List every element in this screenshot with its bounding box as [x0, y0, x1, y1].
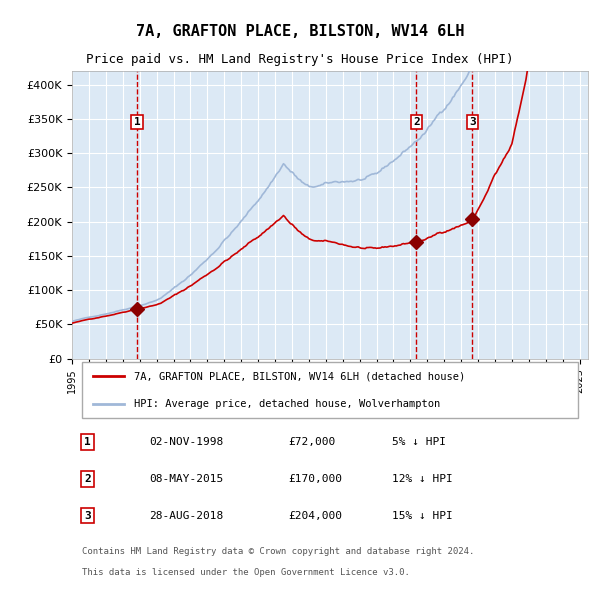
- Text: £72,000: £72,000: [289, 437, 336, 447]
- Text: 08-MAY-2015: 08-MAY-2015: [149, 474, 224, 484]
- Text: 7A, GRAFTON PLACE, BILSTON, WV14 6LH (detached house): 7A, GRAFTON PLACE, BILSTON, WV14 6LH (de…: [134, 371, 465, 381]
- Text: 1: 1: [134, 117, 140, 127]
- Text: Contains HM Land Registry data © Crown copyright and database right 2024.: Contains HM Land Registry data © Crown c…: [82, 547, 475, 556]
- Text: 3: 3: [469, 117, 476, 127]
- Text: 2: 2: [413, 117, 419, 127]
- FancyBboxPatch shape: [82, 362, 578, 418]
- Text: This data is licensed under the Open Government Licence v3.0.: This data is licensed under the Open Gov…: [82, 568, 410, 577]
- Text: 12% ↓ HPI: 12% ↓ HPI: [392, 474, 452, 484]
- Text: 2: 2: [84, 474, 91, 484]
- Text: 1: 1: [84, 437, 91, 447]
- Text: 7A, GRAFTON PLACE, BILSTON, WV14 6LH: 7A, GRAFTON PLACE, BILSTON, WV14 6LH: [136, 24, 464, 38]
- Text: 5% ↓ HPI: 5% ↓ HPI: [392, 437, 446, 447]
- Text: 28-AUG-2018: 28-AUG-2018: [149, 510, 224, 520]
- Text: Price paid vs. HM Land Registry's House Price Index (HPI): Price paid vs. HM Land Registry's House …: [86, 53, 514, 66]
- Text: 15% ↓ HPI: 15% ↓ HPI: [392, 510, 452, 520]
- Text: £170,000: £170,000: [289, 474, 343, 484]
- Text: HPI: Average price, detached house, Wolverhampton: HPI: Average price, detached house, Wolv…: [134, 399, 440, 409]
- Text: 02-NOV-1998: 02-NOV-1998: [149, 437, 224, 447]
- Text: 3: 3: [84, 510, 91, 520]
- Text: £204,000: £204,000: [289, 510, 343, 520]
